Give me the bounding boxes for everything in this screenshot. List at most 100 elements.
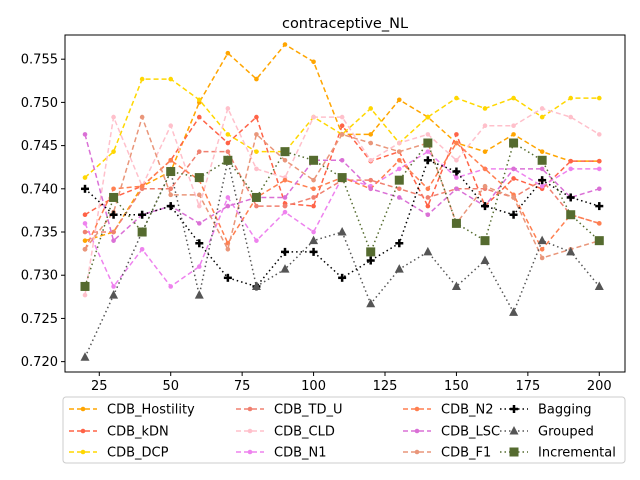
data-point [111,229,116,235]
data-point [482,183,488,189]
y-tick-label: 0.750 [21,96,58,111]
legend-entry: Incremental [500,446,616,461]
data-point [454,157,459,163]
x-tick-label: 75 [234,379,251,394]
data-point [396,186,402,192]
data-point [595,202,604,211]
legend-marker [80,449,86,455]
data-point [425,114,431,120]
data-point [568,158,574,164]
data-point [368,132,374,137]
data-point [309,235,319,245]
legend-marker [247,428,253,434]
legend-label: CDB_CLD [274,425,335,440]
data-point [568,166,574,172]
legend-marker [509,447,519,457]
data-point [168,157,174,163]
legend: CDB_Hostility CDB_kDN CDB_DCP CDB_TD_U CDB_C… [62,396,626,464]
data-point [481,202,489,211]
plot-frame [64,34,626,373]
x-tick-label: 125 [373,379,398,394]
data-point [482,149,488,154]
series-cdb-kdn [82,114,602,218]
data-point [251,281,261,290]
data-point [568,95,574,101]
data-point [480,255,490,265]
legend-marker [247,449,253,455]
legend-marker [509,426,519,435]
data-point [282,42,288,47]
data-point [311,59,316,65]
y-tick-label: 0.720 [21,355,58,370]
data-point [368,140,374,146]
data-point [368,106,374,111]
data-point [596,132,602,137]
data-point [511,132,516,137]
data-point [225,246,231,252]
legend-marker [80,428,86,434]
data-point [282,177,288,183]
data-point [254,166,259,172]
legend-label: CDB_kDN [107,425,169,440]
data-point [311,177,316,183]
data-point [309,155,319,165]
data-point [282,195,288,200]
series-line [84,43,600,242]
legend-entry: CDB_Hostility [69,403,195,418]
data-point [537,235,547,245]
data-point [196,114,202,120]
data-point [282,209,288,215]
data-point [368,186,374,192]
data-point [539,255,545,261]
data-point [396,157,402,163]
data-point [454,186,459,192]
data-point [254,76,259,82]
data-point [225,203,231,209]
series-cdb-cld [82,106,602,298]
series-line [84,134,600,243]
data-point [311,229,316,235]
x-tick-label: 200 [587,379,612,394]
data-point [368,177,374,183]
y-tick-label: 0.740 [21,182,58,197]
data-point [82,132,88,137]
legend-entry: CDB_TD_U [236,403,342,418]
legend-label: CDB_DCP [107,446,169,461]
data-point [111,238,116,243]
data-point [251,192,261,202]
data-point [223,273,232,282]
legend-marker [414,428,420,434]
data-point [109,192,119,202]
series-grouped [80,155,604,361]
data-point [80,281,90,291]
data-point [137,227,147,237]
data-point [511,166,516,172]
data-point [509,307,519,316]
data-point [111,114,116,120]
y-tick-label: 0.755 [21,53,58,68]
legend-entry: CDB_kDN [69,425,169,440]
data-point [594,281,604,290]
legend-marker [414,406,420,412]
data-point [423,246,433,256]
data-point [311,195,316,200]
data-point [568,114,574,120]
data-point [423,138,433,148]
data-point [511,95,516,101]
data-point [139,114,145,120]
x-tick-label: 100 [301,379,326,394]
data-point [454,140,459,146]
data-point [280,147,290,157]
x-tick-label: 175 [515,379,540,394]
data-point [339,123,345,129]
data-point [539,183,545,189]
legend-entry: CDB_LSC [403,425,500,440]
data-point [425,212,431,218]
data-point [81,184,89,193]
axes: 25 50 75 100 125 150 175 200 0.720 0.725 0.730 0.73… [21,34,626,394]
data-point [82,238,88,243]
data-point [281,247,289,256]
data-point [82,229,88,235]
data-point [139,76,145,82]
